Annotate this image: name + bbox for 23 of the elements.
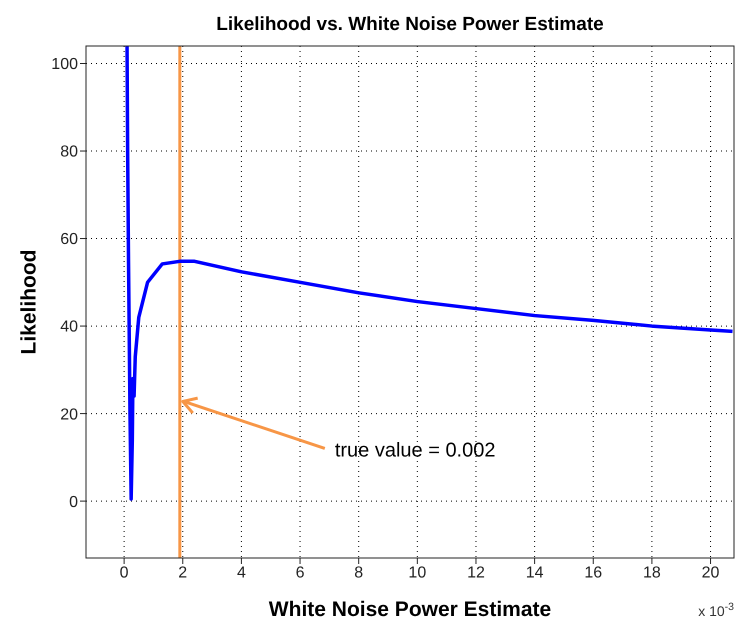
y-axis-title: Likelihood <box>17 250 40 354</box>
x-tick-label: 2 <box>178 564 188 582</box>
annotation: true value = 0.002 <box>334 439 496 462</box>
x-tick-label: 20 <box>702 564 720 582</box>
x-tick-label: 18 <box>643 564 661 582</box>
x-tick-label: 6 <box>296 564 305 582</box>
x-tick-label: 14 <box>526 564 544 582</box>
y-tick-label: 60 <box>60 231 78 248</box>
line-series <box>125 46 734 501</box>
y-tick-label: 20 <box>60 406 78 424</box>
x-tick-label: 4 <box>236 564 246 582</box>
x-tick-label: 0 <box>120 564 129 582</box>
x-tick-label: 12 <box>467 564 485 582</box>
x-tick-label: 16 <box>584 564 602 582</box>
x-tick-label: 8 <box>354 564 364 582</box>
x-axis-title: White Noise Power Estimate <box>268 598 552 621</box>
y-tick-label: 100 <box>51 56 78 74</box>
chart-title: Likelihood vs. White Noise Power Estimate <box>215 14 605 36</box>
x-tick-label: 10 <box>408 564 426 582</box>
y-tick-label: 0 <box>69 494 78 511</box>
text: x 10$^{-3}$ <box>698 601 734 619</box>
y-tick-label: 40 <box>60 318 78 336</box>
y-tick-label: 80 <box>60 144 78 161</box>
